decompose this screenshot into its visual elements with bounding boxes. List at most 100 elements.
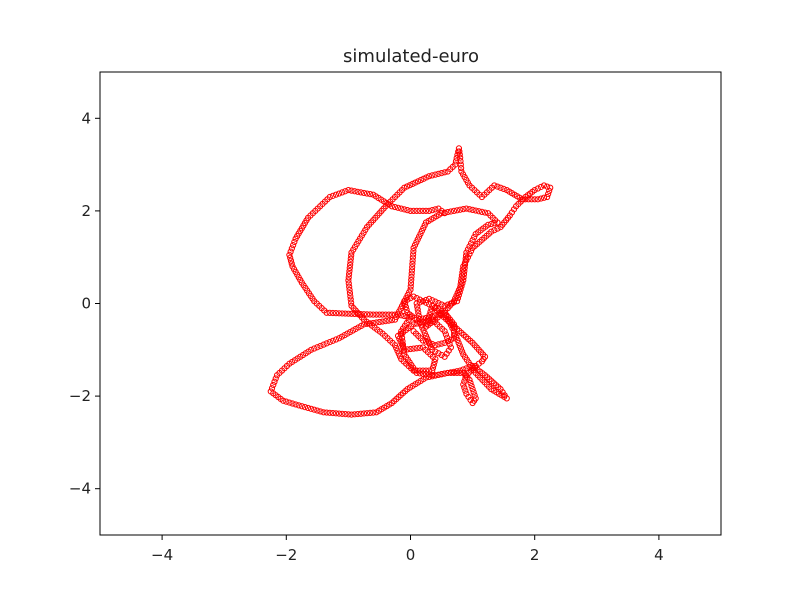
data-point	[432, 348, 439, 355]
data-point	[329, 192, 336, 199]
data-point	[357, 189, 364, 196]
data-point	[459, 280, 466, 287]
data-point	[301, 404, 309, 411]
data-point	[422, 296, 430, 304]
data-point	[291, 238, 298, 246]
data-point	[416, 207, 423, 214]
data-point	[540, 182, 548, 189]
data-point	[463, 205, 470, 212]
data-point	[273, 372, 281, 379]
data-point	[469, 386, 476, 393]
x-axis: −4 −2 0 2 4	[151, 535, 664, 564]
data-point	[452, 158, 460, 165]
data-point	[457, 369, 464, 377]
data-point	[464, 246, 472, 253]
data-point	[408, 276, 415, 284]
data-point	[435, 350, 442, 357]
data-point	[339, 189, 346, 196]
x-tick-label: 2	[530, 546, 540, 564]
data-point	[462, 258, 469, 265]
data-point	[373, 319, 380, 326]
data-point	[429, 373, 436, 380]
data-point	[382, 311, 389, 318]
data-point	[453, 155, 460, 162]
data-point	[444, 301, 451, 308]
data-point	[413, 367, 420, 374]
data-point	[342, 411, 349, 418]
data-point	[335, 335, 343, 342]
data-point	[351, 411, 358, 418]
data-point	[376, 318, 383, 326]
data-point	[370, 409, 377, 416]
data-point	[407, 280, 415, 287]
data-point	[454, 295, 462, 302]
data-point	[422, 374, 430, 381]
data-point	[429, 302, 436, 309]
data-point	[363, 410, 371, 417]
data-point	[360, 410, 368, 417]
data-point	[407, 283, 414, 290]
data-point	[544, 193, 551, 201]
data-point	[426, 367, 433, 374]
data-point	[422, 299, 430, 306]
data-point	[346, 289, 354, 297]
data-point	[444, 338, 451, 345]
data-point	[391, 316, 399, 323]
data-point	[410, 251, 417, 258]
data-point	[422, 338, 430, 345]
data-point	[268, 385, 276, 392]
data-point	[311, 406, 318, 413]
data-point	[468, 382, 475, 390]
data-point	[408, 267, 416, 274]
data-point	[441, 353, 448, 360]
data-point	[450, 369, 458, 377]
data-point	[466, 206, 473, 213]
data-point	[431, 358, 438, 366]
data-point	[385, 317, 392, 324]
data-point	[348, 187, 355, 194]
data-point	[462, 255, 469, 262]
data-point	[326, 309, 333, 316]
data-point	[534, 196, 541, 203]
data-point	[467, 240, 475, 247]
data-point	[426, 373, 433, 381]
data-point	[422, 314, 430, 322]
y-tick-label: −4	[69, 480, 91, 498]
data-point	[402, 303, 409, 311]
data-point	[357, 410, 364, 417]
data-point	[547, 184, 554, 191]
data-point	[354, 188, 361, 195]
data-point	[298, 403, 305, 410]
data-point	[471, 392, 478, 399]
data-point	[416, 344, 423, 351]
data-point	[345, 274, 352, 281]
y-axis: 4 2 0 −2 −4	[69, 109, 100, 498]
data-point	[503, 186, 510, 194]
data-point	[403, 306, 410, 313]
data-point	[419, 344, 427, 351]
data-point	[441, 339, 448, 346]
data-point	[304, 404, 312, 412]
plot-area-frame	[99, 71, 722, 536]
data-point	[426, 371, 433, 378]
data-point	[407, 345, 414, 353]
data-point	[454, 336, 461, 344]
data-point	[447, 336, 454, 343]
data-point	[345, 271, 353, 278]
data-point	[414, 306, 421, 313]
data-point	[271, 378, 278, 385]
data-point	[461, 378, 468, 385]
data-point	[447, 369, 454, 377]
data-point	[469, 206, 476, 214]
data-point	[346, 264, 353, 272]
data-point	[351, 188, 358, 195]
data-point	[435, 205, 442, 212]
data-point	[345, 277, 352, 284]
data-point	[463, 249, 470, 256]
data-point	[426, 301, 433, 308]
data-point	[469, 237, 476, 244]
data-point	[430, 361, 437, 368]
data-point	[407, 295, 414, 302]
data-point	[345, 186, 352, 194]
